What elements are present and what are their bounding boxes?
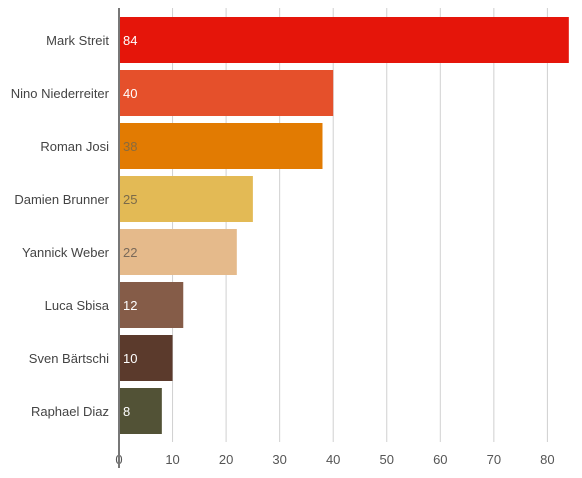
bar-value-label: 8 [123,404,130,419]
bar [119,70,334,116]
bar [119,282,184,328]
x-tick-label: 60 [433,452,447,467]
x-tick-label: 40 [326,452,340,467]
x-tick-label: 30 [272,452,286,467]
bar-value-label: 12 [123,298,137,313]
bar-value-label: 25 [123,192,137,207]
bar-value-label: 40 [123,86,137,101]
bar [119,17,569,63]
bar-value-label: 84 [123,33,137,48]
bar [119,229,237,275]
bar-value-label: 10 [123,351,137,366]
category-label: Nino Niederreiter [11,86,110,101]
category-label: Raphael Diaz [31,404,109,419]
x-tick-label: 10 [165,452,179,467]
bar [119,388,162,434]
bar [119,335,173,381]
category-label: Luca Sbisa [45,298,110,313]
category-label: Damien Brunner [14,192,109,207]
x-tick-label: 50 [380,452,394,467]
category-label: Roman Josi [40,139,109,154]
bar [119,176,253,222]
x-tick-label: 80 [540,452,554,467]
x-tick-label: 70 [487,452,501,467]
category-label: Yannick Weber [22,245,110,260]
bar-value-label: 22 [123,245,137,260]
x-tick-label: 20 [219,452,233,467]
category-label: Mark Streit [46,33,109,48]
bar-value-label: 38 [123,139,137,154]
category-label: Sven Bärtschi [29,351,109,366]
bar [119,123,323,169]
